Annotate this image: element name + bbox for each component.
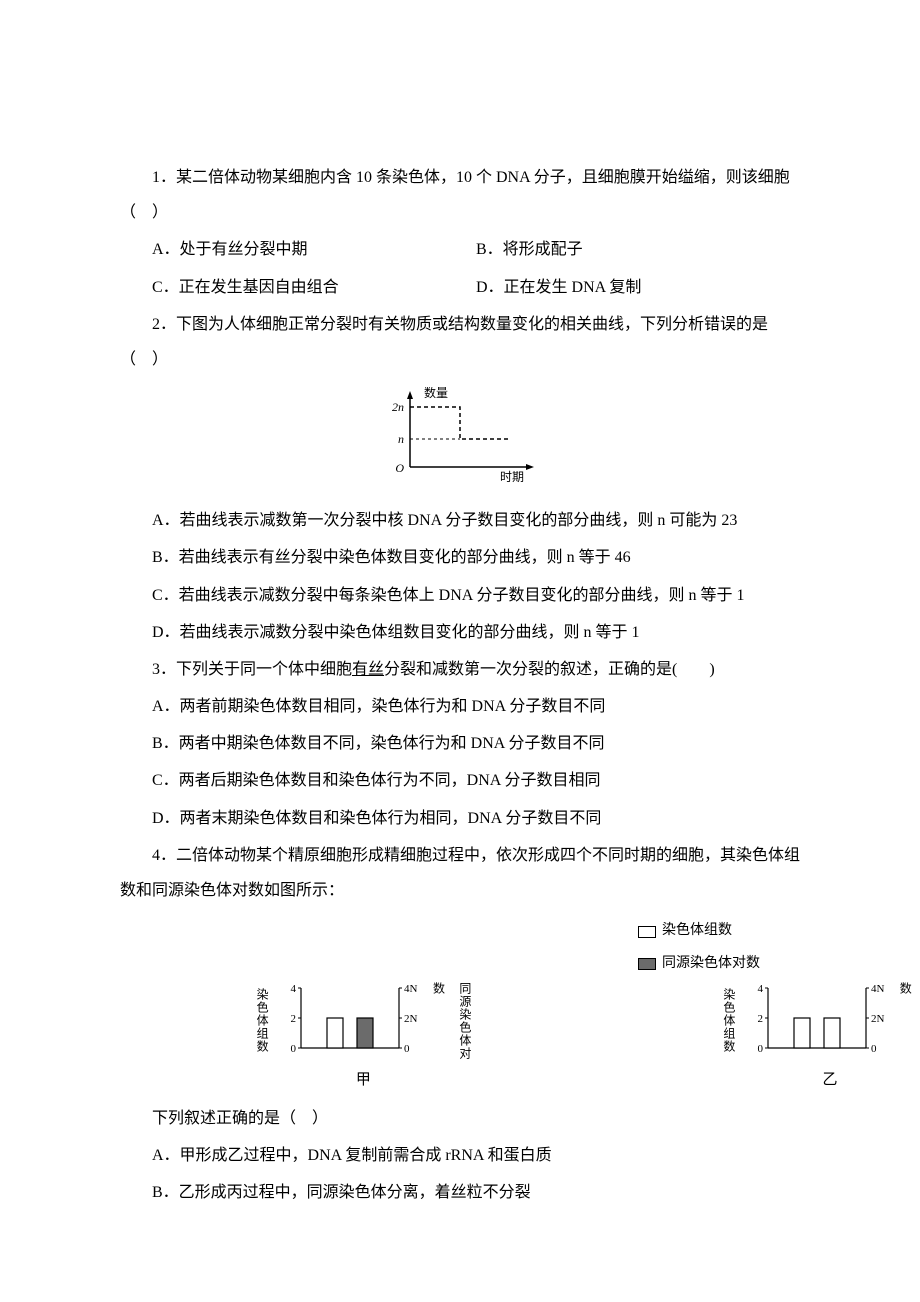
svg-text:4: 4 — [757, 983, 763, 995]
q2-option-c: C．若曲线表示减数分裂中每条染色体上 DNA 分子数目变化的部分曲线，则 n 等… — [120, 578, 800, 613]
q1-stem: 1．某二倍体动物某细胞内含 10 条染色体，10 个 DNA 分子，且细胞膜开始… — [120, 160, 800, 230]
q4-barcharts: 染色体组数02402N4N同源染色体对数甲染色体组数02402N4N同源染色体对… — [120, 982, 800, 1097]
svg-text:数量: 数量 — [424, 387, 448, 400]
q4-stem: 4．二倍体动物某个精原细胞形成精细胞过程中，依次形成四个不同时期的细胞，其染色体… — [120, 838, 800, 908]
svg-text:2N: 2N — [404, 1013, 418, 1025]
q3-stem-pre: 3．下列关于同一个体中细胞 — [152, 661, 352, 678]
q2-stem: 2．下图为人体细胞正常分裂时有关物质或结构数量变化的相关曲线，下列分析错误的是（… — [120, 307, 800, 377]
q4-legend-label-1: 染色体组数 — [662, 916, 732, 947]
q3-stem-post: 分裂和减数第一次分裂的叙述，正确的是( ) — [384, 661, 715, 678]
q4-follow: 下列叙述正确的是（ ） — [120, 1101, 800, 1136]
svg-text:O: O — [395, 461, 404, 475]
svg-text:4N: 4N — [871, 983, 885, 995]
q3-option-c: C．两者后期染色体数目和染色体行为不同，DNA 分子数目相同 — [120, 763, 800, 798]
q3-option-b: B．两者中期染色体数目不同，染色体行为和 DNA 分子数目不同 — [120, 726, 800, 761]
q4-legend-label-2: 同源染色体对数 — [662, 949, 760, 980]
q4-right-axis-label: 同源染色体对数 — [425, 982, 478, 1060]
q4-option-a: A．甲形成乙过程中，DNA 复制前需合成 rRNA 和蛋白质 — [120, 1138, 800, 1173]
svg-text:0: 0 — [291, 1043, 297, 1055]
q4-legend-item-1: 染色体组数 — [638, 916, 760, 947]
q1-option-b: B．将形成配子 — [476, 232, 800, 267]
q4-left-axis-label: 染色体组数 — [249, 988, 275, 1053]
q1-option-a: A．处于有丝分裂中期 — [120, 232, 476, 267]
q3-option-d: D．两者末期染色体数目和染色体行为相同，DNA 分子数目不同 — [120, 801, 800, 836]
q3-stem-underline: 有丝 — [352, 661, 384, 678]
q1-options-row2: C．正在发生基因自由组合 D．正在发生 DNA 复制 — [120, 270, 800, 305]
q2-chart: 2n n O 数量时期 — [120, 387, 800, 487]
q3-stem: 3．下列关于同一个体中细胞有丝分裂和减数第一次分裂的叙述，正确的是( ) — [120, 652, 800, 687]
svg-text:n: n — [398, 432, 404, 446]
q4-bar-chart: 0 2 4 0 2N 4N — [275, 982, 425, 1060]
q2-line-chart: 2n n O 数量时期 — [380, 387, 540, 487]
q4-panel-1: 染色体组数 0 2 4 0 2N 4N 同源染色体对数乙 — [597, 982, 920, 1097]
svg-text:时期: 时期 — [500, 470, 524, 484]
svg-text:2N: 2N — [871, 1013, 885, 1025]
q1-option-c: C．正在发生基因自由组合 — [120, 270, 476, 305]
svg-text:0: 0 — [757, 1043, 763, 1055]
q4-legend-item-2: 同源染色体对数 — [638, 949, 760, 980]
q4-panel-label: 甲 — [356, 1064, 371, 1097]
q2-option-a: A．若曲线表示减数第一次分裂中核 DNA 分子数目变化的部分曲线，则 n 可能为… — [120, 503, 800, 538]
svg-text:0: 0 — [404, 1043, 410, 1055]
q1-option-d: D．正在发生 DNA 复制 — [476, 270, 800, 305]
q4-right-axis-label: 同源染色体对数 — [892, 982, 920, 1060]
svg-text:0: 0 — [871, 1043, 877, 1055]
q4-legend-swatch-2 — [638, 958, 656, 970]
q3-option-a: A．两者前期染色体数目相同，染色体行为和 DNA 分子数目不同 — [120, 689, 800, 724]
q4-option-b: B．乙形成丙过程中，同源染色体分离，着丝粒不分裂 — [120, 1175, 800, 1210]
q4-legend: 染色体组数 同源染色体对数 — [120, 916, 800, 982]
q2-option-b: B．若曲线表示有丝分裂中染色体数目变化的部分曲线，则 n 等于 46 — [120, 540, 800, 575]
q1-options-row1: A．处于有丝分裂中期 B．将形成配子 — [120, 232, 800, 267]
svg-text:2: 2 — [291, 1013, 297, 1025]
svg-text:2: 2 — [757, 1013, 763, 1025]
q4-panel-0: 染色体组数 0 2 4 0 2N 4N 同源染色体对数甲 — [130, 982, 597, 1097]
q2-option-d: D．若曲线表示减数分裂中染色体组数目变化的部分曲线，则 n 等于 1 — [120, 615, 800, 650]
svg-text:2n: 2n — [392, 400, 404, 414]
q4-bar-chart: 0 2 4 0 2N 4N — [742, 982, 892, 1060]
q4-panel-label: 乙 — [823, 1064, 838, 1097]
svg-text:4: 4 — [291, 983, 297, 995]
q4-legend-swatch-1 — [638, 926, 656, 938]
svg-text:4N: 4N — [404, 983, 418, 995]
q4-left-axis-label: 染色体组数 — [715, 988, 741, 1053]
